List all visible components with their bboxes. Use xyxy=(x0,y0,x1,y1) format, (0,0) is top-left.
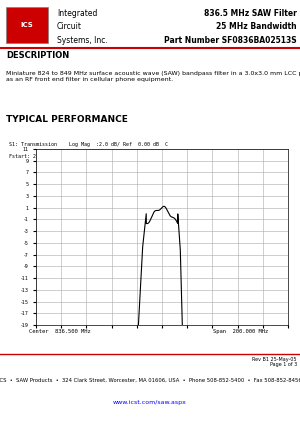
Text: Miniature 824 to 849 MHz surface acoustic wave (SAW) bandpass filter in a 3.0x3.: Miniature 824 to 849 MHz surface acousti… xyxy=(6,71,300,82)
Text: ICS  •  SAW Products  •  324 Clark Street, Worcester, MA 01606, USA  •  Phone 50: ICS • SAW Products • 324 Clark Street, W… xyxy=(0,378,300,383)
Text: 25 MHz Bandwidth: 25 MHz Bandwidth xyxy=(216,23,297,31)
Text: ICS: ICS xyxy=(21,22,33,28)
Text: Center  836.500 MHz: Center 836.500 MHz xyxy=(29,329,91,334)
Text: Systems, Inc.: Systems, Inc. xyxy=(57,36,108,45)
Text: Circuit: Circuit xyxy=(57,23,82,31)
Text: Integrated: Integrated xyxy=(57,9,98,18)
Text: DESCRIPTION: DESCRIPTION xyxy=(6,51,69,60)
Text: Span  200.000 MHz: Span 200.000 MHz xyxy=(213,329,268,334)
Text: Fstart: 200: Fstart: 200 xyxy=(9,154,42,159)
FancyBboxPatch shape xyxy=(6,7,48,43)
Text: S1: Transmission    Log Mag  :2.0 dB/ Ref  0.00 dB  C: S1: Transmission Log Mag :2.0 dB/ Ref 0.… xyxy=(9,142,168,147)
Text: Rev B1 25-May-05
Page 1 of 3: Rev B1 25-May-05 Page 1 of 3 xyxy=(253,357,297,367)
Text: www.icst.com/saw.aspx: www.icst.com/saw.aspx xyxy=(113,400,187,405)
Text: Part Number SF0836BA02513S: Part Number SF0836BA02513S xyxy=(164,36,297,45)
Text: 836.5 MHz SAW Filter: 836.5 MHz SAW Filter xyxy=(204,9,297,18)
Text: TYPICAL PERFORMANCE: TYPICAL PERFORMANCE xyxy=(6,115,128,124)
